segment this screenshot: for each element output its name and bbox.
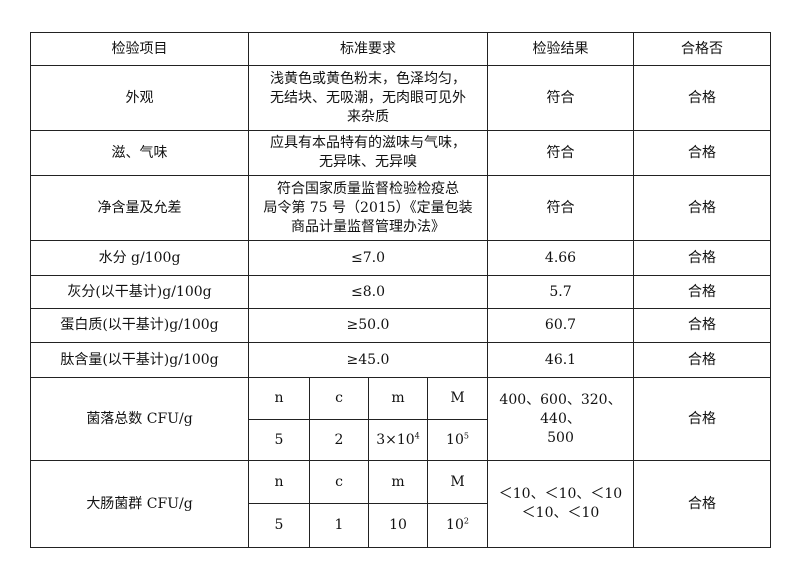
- plan-label: m: [368, 377, 428, 420]
- standard-line: 符合国家质量监督检验检疫总: [277, 180, 459, 197]
- n-value: 5: [248, 503, 310, 548]
- table-row: 5 1 10 102: [31, 503, 771, 548]
- pass-cell: 合格: [633, 275, 771, 309]
- item-cell: 菌落总数 CFU/g: [30, 377, 249, 461]
- M-exponent: 2: [463, 516, 469, 526]
- table-row: 蛋白质(以干基计)g/100g ≥50.0 60.7 合格: [30, 308, 771, 343]
- m-base: 10: [389, 517, 407, 533]
- standard-cell: ≥50.0: [248, 308, 488, 343]
- standard-line: ≥45.0: [346, 351, 390, 368]
- standard-cell: 应具有本品特有的滋味与气味， 无异味、无异嗅: [248, 130, 488, 176]
- result-cell: 符合: [487, 65, 634, 131]
- pass-cell: 合格: [633, 308, 771, 343]
- M-base: 10: [446, 431, 464, 448]
- result-cell: ＜10、＜10、＜10 ＜10、＜10: [487, 460, 634, 548]
- item-cell: 滋、气味: [30, 130, 249, 176]
- standard-cell: ≤8.0: [248, 275, 488, 309]
- plan-label: c: [309, 377, 369, 420]
- item-cell: 肽含量(以干基计)g/100g: [30, 342, 249, 378]
- m-base: 3×10: [376, 431, 415, 448]
- pass-cell: 合格: [633, 130, 771, 176]
- result-cell: 符合: [487, 130, 634, 176]
- header-pass: 合格否: [633, 32, 771, 66]
- result-cell: 400、600、320、440、 500: [487, 377, 634, 461]
- c-value: 1: [309, 503, 369, 548]
- m-value: 3×104: [368, 419, 428, 461]
- standard-line: 浅黄色或黄色粉末，色泽均匀，: [270, 70, 466, 87]
- standard-line: 来杂质: [347, 108, 389, 125]
- plan-label: n: [248, 377, 310, 420]
- table-row: 大肠菌群 CFU/g n c m M ＜10、＜10、＜10 ＜10、＜10 合格: [30, 460, 771, 548]
- table-row: 肽含量(以干基计)g/100g ≥45.0 46.1 合格: [30, 342, 771, 378]
- M-value: 102: [427, 503, 488, 548]
- inspection-table: 检验项目 标准要求 检验结果 合格否 外观 浅黄色或黄色粉末，色泽均匀， 无结块、…: [30, 32, 771, 548]
- standard-line: 应具有本品特有的滋味与气味，: [270, 135, 466, 151]
- item-cell: 大肠菌群 CFU/g: [30, 460, 249, 548]
- result-cell: 符合: [487, 175, 634, 241]
- standard-line: ≤7.0: [351, 249, 385, 266]
- header-row: 检验项目 标准要求 检验结果 合格否: [30, 32, 771, 66]
- result-line: ＜10、＜10、＜10: [498, 486, 623, 502]
- standard-cell: ≥45.0: [248, 342, 488, 378]
- pass-cell: 合格: [633, 342, 771, 378]
- plan-label: n: [248, 460, 310, 504]
- plan-label: m: [368, 460, 428, 504]
- pass-cell: 合格: [633, 377, 771, 461]
- item-cell: 蛋白质(以干基计)g/100g: [30, 308, 249, 343]
- m-exponent: 4: [414, 430, 420, 440]
- result-line: ＜10、＜10: [521, 505, 600, 521]
- header-standard: 标准要求: [248, 32, 488, 66]
- standard-line: 商品计量监督管理办法》: [291, 218, 445, 235]
- item-cell: 外观: [30, 65, 249, 131]
- result-cell: 5.7: [487, 275, 634, 309]
- table-row: 净含量及允差 符合国家质量监督检验检疫总 局令第 75 号（2015）《定量包装商…: [30, 175, 771, 241]
- result-cell: 4.66: [487, 240, 634, 276]
- standard-cell: 浅黄色或黄色粉末，色泽均匀， 无结块、无吸潮，无肉眼可见外 来杂质: [248, 65, 488, 131]
- standard-cell: 符合国家质量监督检验检疫总 局令第 75 号（2015）《定量包装 商品计量监督管理…: [248, 175, 488, 241]
- item-cell: 灰分(以干基计)g/100g: [30, 275, 249, 309]
- c-value: 2: [309, 419, 369, 461]
- m-value: 10: [368, 503, 428, 548]
- M-base: 10: [446, 517, 464, 533]
- standard-line: ≤8.0: [351, 283, 385, 300]
- table-row: 菌落总数 CFU/g n c m M 400、600、320、440、 500 合格: [30, 377, 771, 461]
- pass-cell: 合格: [633, 460, 771, 548]
- result-cell: 46.1: [487, 342, 634, 378]
- plan-label: M: [427, 377, 488, 420]
- plan-label: M: [427, 460, 488, 504]
- item-cell: 净含量及允差: [30, 175, 249, 241]
- table-row: 外观 浅黄色或黄色粉末，色泽均匀， 无结块、无吸潮，无肉眼可见外 来杂质 符合 合格: [30, 65, 771, 131]
- result-line: 500: [547, 429, 574, 446]
- table-row: 灰分(以干基计)g/100g ≤8.0 5.7 合格: [30, 275, 771, 309]
- result-line: 400、600、320、440、: [499, 391, 622, 427]
- plan-label: c: [309, 460, 369, 504]
- standard-line: 局令第 75 号（2015）《定量包装: [263, 199, 473, 216]
- header-result: 检验结果: [487, 32, 634, 66]
- pass-cell: 合格: [633, 65, 771, 131]
- header-item: 检验项目: [30, 32, 249, 66]
- standard-cell: ≤7.0: [248, 240, 488, 276]
- table-row: 5 2 3×104 105: [31, 419, 771, 461]
- table-row: 滋、气味 应具有本品特有的滋味与气味， 无异味、无异嗅 符合 合格: [30, 130, 771, 176]
- table-row: 水分 g/100g ≤7.0 4.66 合格: [30, 240, 771, 276]
- standard-line: 无结块、无吸潮，无肉眼可见外: [270, 89, 466, 106]
- M-exponent: 5: [463, 430, 469, 440]
- item-cell: 水分 g/100g: [30, 240, 249, 276]
- pass-cell: 合格: [633, 175, 771, 241]
- standard-line: 无异味、无异嗅: [319, 154, 417, 170]
- M-value: 105: [427, 419, 488, 461]
- n-value: 5: [248, 419, 310, 461]
- pass-cell: 合格: [633, 240, 771, 276]
- result-cell: 60.7: [487, 308, 634, 343]
- standard-line: ≥50.0: [346, 317, 390, 333]
